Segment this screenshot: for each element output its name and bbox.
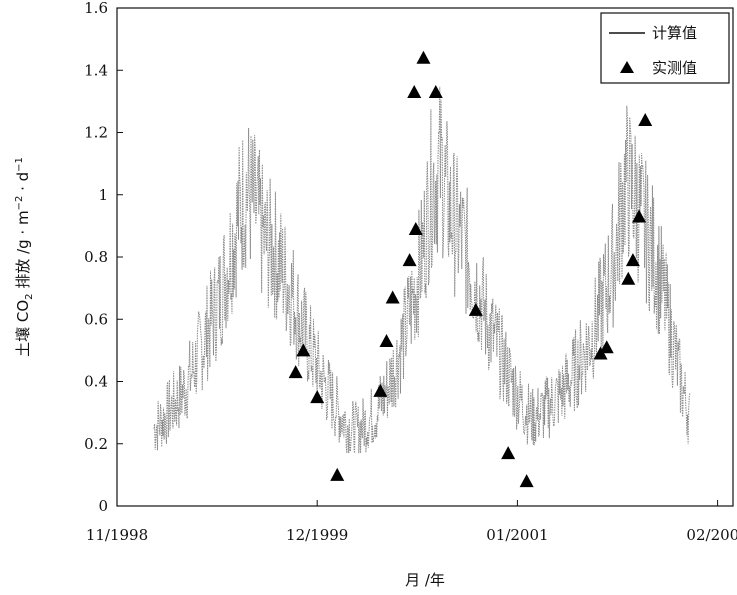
measured-point (288, 365, 303, 379)
measured-point (408, 221, 423, 235)
measured-point (599, 340, 614, 354)
legend-triangle-swatch (620, 61, 634, 73)
measured-point (621, 271, 636, 285)
x-axis-title: 月 /年 (405, 571, 445, 589)
y-tick-label: 0.4 (84, 373, 108, 391)
y-tick-label: 0.8 (84, 248, 108, 266)
y-axis-title-sub: 2 (24, 293, 35, 299)
y-tick-label: 1.6 (84, 0, 108, 17)
series-measured (288, 50, 653, 488)
y-tick-label: 0.6 (84, 310, 108, 328)
calculated-line (153, 86, 691, 454)
series-calculated (153, 86, 691, 454)
measured-point (385, 290, 400, 304)
measured-point (407, 85, 422, 99)
measured-point (468, 302, 483, 316)
measured-point (310, 390, 325, 404)
measured-point (296, 343, 311, 357)
measured-point (632, 209, 647, 223)
x-tick-label: 01/2001 (486, 526, 548, 544)
y-tick-label: 1.2 (84, 124, 108, 142)
measured-point (379, 334, 394, 348)
measured-point (501, 446, 516, 460)
y-axis-title-mid2: · d (14, 172, 32, 196)
measured-point (373, 383, 388, 397)
y-axis: 0 0.2 0.4 0.6 0.8 1 1.2 1.4 1.6 (84, 0, 123, 515)
y-tick-label: 1 (98, 186, 108, 204)
y-axis-title: 土壤 CO2 排放 /g · m−2 · d−1 (14, 157, 35, 357)
measured-point (638, 113, 653, 127)
legend: 计算值 实测值 (600, 12, 730, 84)
x-axis: 11/1998 12/1999 01/2001 02/2002 (86, 500, 737, 544)
x-tick-label: 12/1999 (286, 526, 348, 544)
measured-point (416, 50, 431, 64)
measured-point (519, 474, 534, 488)
x-tick-label: 02/2002 (686, 526, 737, 544)
measured-point (330, 467, 345, 481)
y-axis-title-sup1: −2 (14, 196, 25, 211)
x-tick-label: 11/1998 (86, 526, 148, 544)
legend-box (600, 12, 730, 84)
y-axis-title-mid: 排放 /g · m (14, 210, 32, 293)
measured-point (625, 253, 640, 267)
measured-point (428, 85, 443, 99)
y-tick-label: 0 (98, 497, 108, 515)
y-axis-title-sup2: −1 (14, 157, 25, 172)
legend-label-calculated: 计算值 (652, 24, 697, 42)
legend-label-measured: 实测值 (652, 59, 697, 77)
y-axis-title-prefix: 土壤 CO (14, 300, 32, 357)
measured-point (402, 253, 417, 267)
y-tick-label: 0.2 (84, 435, 108, 453)
y-tick-label: 1.4 (84, 61, 108, 79)
